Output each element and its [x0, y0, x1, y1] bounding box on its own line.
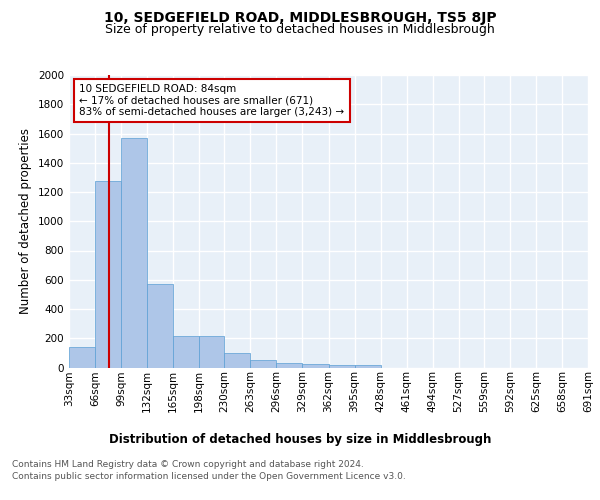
Text: Size of property relative to detached houses in Middlesbrough: Size of property relative to detached ho… — [105, 22, 495, 36]
Text: 10 SEDGEFIELD ROAD: 84sqm
← 17% of detached houses are smaller (671)
83% of semi: 10 SEDGEFIELD ROAD: 84sqm ← 17% of detac… — [79, 84, 344, 117]
Bar — [277, 363, 302, 368]
Bar — [355, 364, 380, 368]
Bar — [250, 360, 277, 368]
Bar — [95, 181, 121, 368]
Bar — [69, 347, 95, 368]
Text: Distribution of detached houses by size in Middlesbrough: Distribution of detached houses by size … — [109, 432, 491, 446]
Bar — [147, 284, 173, 368]
Bar — [224, 353, 250, 368]
Text: Contains public sector information licensed under the Open Government Licence v3: Contains public sector information licen… — [12, 472, 406, 481]
Text: Contains HM Land Registry data © Crown copyright and database right 2024.: Contains HM Land Registry data © Crown c… — [12, 460, 364, 469]
Bar — [329, 364, 355, 368]
Bar — [302, 364, 329, 368]
Bar — [121, 138, 147, 368]
Y-axis label: Number of detached properties: Number of detached properties — [19, 128, 32, 314]
Bar — [199, 336, 224, 368]
Text: 10, SEDGEFIELD ROAD, MIDDLESBROUGH, TS5 8JP: 10, SEDGEFIELD ROAD, MIDDLESBROUGH, TS5 … — [104, 11, 496, 25]
Bar — [173, 336, 199, 368]
